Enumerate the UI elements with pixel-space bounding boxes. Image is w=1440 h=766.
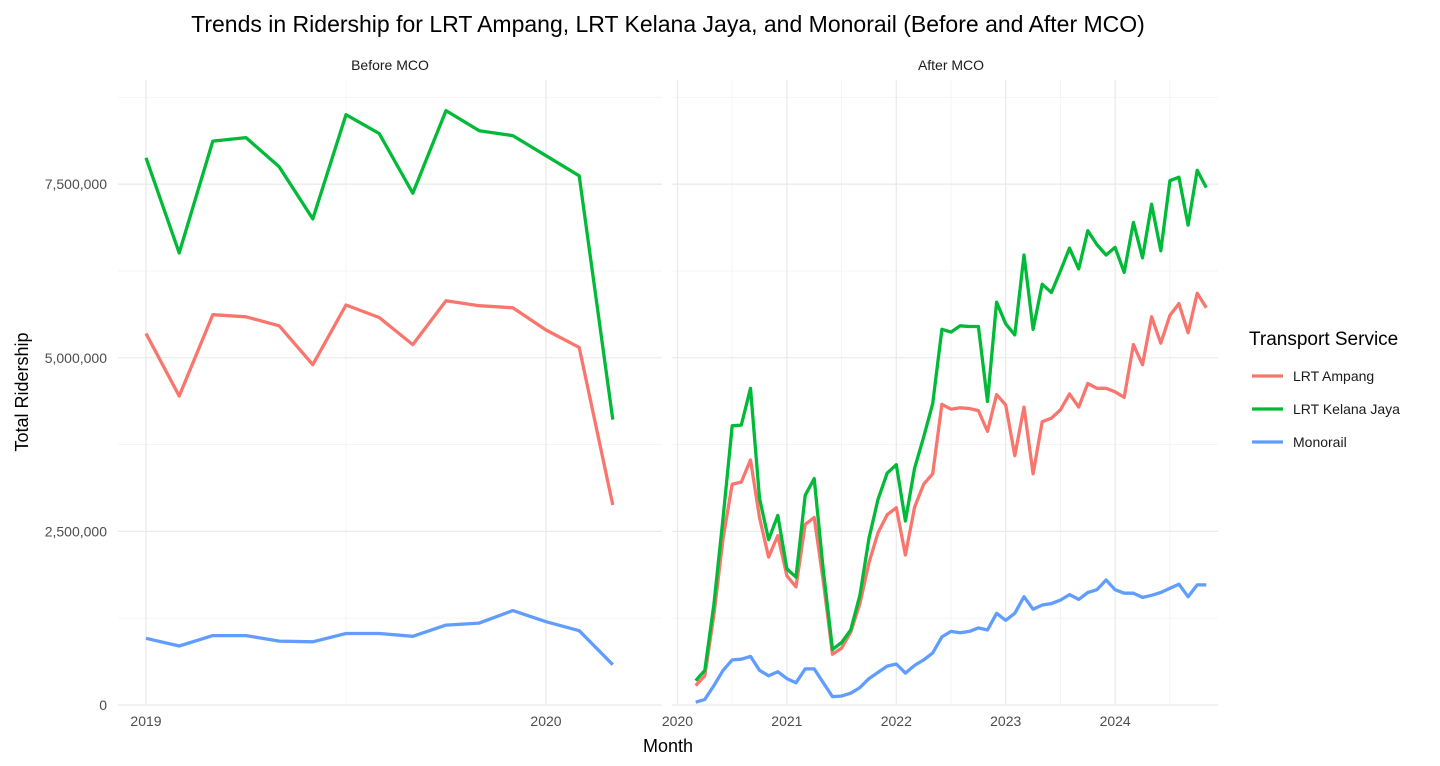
y-tick-label: 2,500,000 xyxy=(45,523,107,539)
x-axis-title: Month xyxy=(643,736,693,756)
series-line-lrt-kelana-jaya-after-mco xyxy=(694,168,1208,682)
y-tick-label: 5,000,000 xyxy=(45,350,107,366)
series-line-monorail-after-mco xyxy=(695,578,1207,704)
legend-label-lrt-kelana-jaya: LRT Kelana Jaya xyxy=(1293,401,1400,417)
legend-label-monorail: Monorail xyxy=(1293,434,1347,450)
x-tick-label: 2022 xyxy=(881,713,912,729)
legend: Transport Service LRT Ampang LRT Kelana J… xyxy=(1249,329,1400,450)
panel-grid-before-mco xyxy=(118,80,662,706)
x-tick-label: 2019 xyxy=(130,713,161,729)
x-tick-label: 2023 xyxy=(990,713,1021,729)
y-axis-title: Total Ridership xyxy=(12,332,32,451)
chart-title: Trends in Ridership for LRT Ampang, LRT … xyxy=(191,11,1145,37)
series-line-monorail-before-mco xyxy=(145,608,614,666)
legend-label-lrt-ampang: LRT Ampang xyxy=(1293,368,1374,384)
panel-series-after-mco xyxy=(694,168,1208,704)
panel-grid-after-mco xyxy=(672,80,1218,706)
x-tick-labels-before-mco: 2019 2020 xyxy=(130,713,561,729)
x-tick-label: 2020 xyxy=(662,713,693,729)
series-line-lrt-kelana-jaya-before-mco xyxy=(144,108,615,420)
panel-title-after-mco: After MCO xyxy=(918,57,984,73)
legend-entry-lrt-kelana-jaya: LRT Kelana Jaya xyxy=(1252,401,1400,417)
panel-title-before-mco: Before MCO xyxy=(351,57,429,73)
x-tick-label: 2021 xyxy=(771,713,802,729)
y-tick-labels: 0 2,500,000 5,000,000 7,500,000 xyxy=(45,176,108,713)
panel-before-mco: Before MCO 2019 2020 xyxy=(118,57,662,729)
legend-items: LRT Ampang LRT Kelana Jaya Monorail xyxy=(1252,368,1400,450)
y-tick-label: 7,500,000 xyxy=(45,176,107,192)
panel-after-mco: After MCO 2020 2021 2022 2023 2024 xyxy=(662,57,1218,729)
series-line-lrt-ampang-after-mco xyxy=(694,291,1208,687)
x-tick-labels-after-mco: 2020 2021 2022 2023 2024 xyxy=(662,713,1131,729)
panel-series-before-mco xyxy=(144,108,615,666)
legend-entry-monorail: Monorail xyxy=(1252,434,1347,450)
legend-entry-lrt-ampang: LRT Ampang xyxy=(1252,368,1374,384)
y-tick-label: 0 xyxy=(99,697,107,713)
x-tick-label: 2024 xyxy=(1100,713,1131,729)
legend-title: Transport Service xyxy=(1249,329,1398,350)
x-tick-label: 2020 xyxy=(530,713,561,729)
series-line-lrt-ampang-before-mco xyxy=(144,299,615,506)
